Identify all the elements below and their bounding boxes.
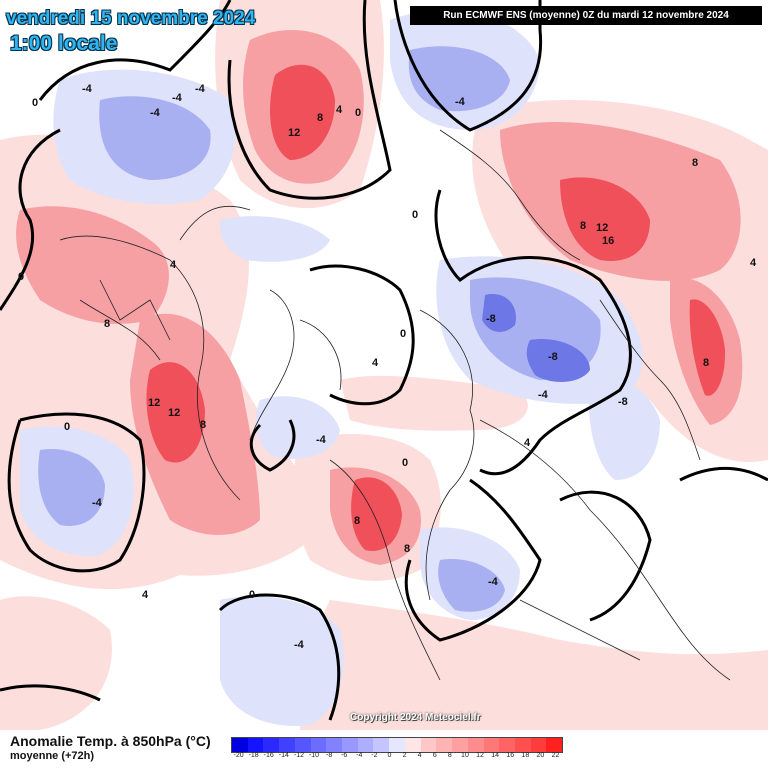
contour-label: -8	[486, 313, 496, 325]
color-scale-tick-label: 18	[521, 752, 530, 759]
contour-label: -4	[150, 107, 161, 119]
color-scale-tick-label: 10	[461, 752, 469, 759]
contour-label: 4	[170, 259, 177, 271]
color-scale-cell	[404, 738, 421, 752]
color-scale-cell	[483, 738, 500, 752]
contour-label: 8	[404, 543, 410, 555]
contour-label: -8	[618, 396, 628, 408]
color-scale-tick-label: 12	[476, 752, 484, 759]
contour-label: 12	[148, 397, 160, 409]
copyright-text: Copyright 2024 Meteociel.fr	[350, 712, 481, 723]
contour-label: 0	[355, 107, 361, 119]
color-scale-tick-label: -12	[293, 752, 304, 759]
contour-label: 8	[200, 419, 206, 431]
contour-label: 8	[580, 220, 586, 232]
color-scale-cell	[310, 738, 327, 752]
color-scale-cell	[373, 738, 390, 752]
color-scale-cell	[452, 738, 468, 752]
zero-contours	[0, 0, 768, 721]
contour-label: -4	[316, 434, 327, 446]
forecast-time-title: 1:00 locale	[10, 32, 118, 55]
contour-label: -4	[172, 92, 183, 104]
contour-labels: -4 -4 -4 -4 12 8 4 0 -4 0 12 16 8 8 8 4 …	[18, 83, 757, 651]
contour-label: 12	[596, 222, 608, 234]
color-scale-tick-label: -20	[233, 752, 244, 759]
contour-label: -4	[488, 576, 499, 588]
contour-label: 0	[18, 271, 24, 283]
color-scale-cell	[294, 738, 311, 752]
color-scale-tick-label: -8	[325, 752, 333, 759]
contour-label: 16	[602, 235, 614, 247]
contour-label: 8	[354, 515, 360, 527]
color-scale-tick-label: -16	[263, 752, 274, 759]
color-scale-tick-label: 20	[536, 752, 545, 759]
color-scale-cell	[279, 738, 295, 752]
color-scale-cell	[499, 738, 515, 752]
color-scale-cell	[467, 738, 484, 752]
map-canvas: -4 -4 -4 -4 12 8 4 0 -4 0 12 16 8 8 8 4 …	[0, 0, 768, 730]
contour-label: 0	[32, 97, 38, 109]
color-scale-tick-label: 14	[491, 752, 500, 759]
color-scale-tick-label: -14	[278, 752, 289, 759]
contour-label: -4	[455, 96, 466, 108]
legend-title: Anomalie Temp. à 850hPa (°C)	[10, 733, 211, 749]
color-scale-tick-label: -4	[356, 752, 363, 759]
forecast-date-title: vendredi 15 novembre 2024	[6, 8, 256, 29]
color-scale-cell	[389, 738, 405, 752]
color-scale-ticks: -20 -18 -16 -14 -12 -10 -8 -6 -4 -2 0 2 4 6 8 10 12 14 16 1…	[231, 752, 563, 764]
color-scale-cell	[436, 738, 453, 752]
color-scale-tick-label: 6	[432, 752, 437, 759]
color-scale-cell	[357, 738, 374, 752]
color-scale-cell	[530, 738, 547, 752]
color-scale-tick-label: -2	[371, 752, 378, 759]
legend-footer: Anomalie Temp. à 850hPa (°C) moyenne (+7…	[0, 730, 768, 768]
color-scale-tick-label: 0	[387, 752, 392, 759]
contour-label: 4	[336, 104, 343, 116]
contour-label: 4	[750, 257, 757, 269]
color-scale-cell	[514, 738, 531, 752]
color-scale-cell	[420, 738, 437, 752]
color-scale-cell	[247, 738, 264, 752]
contour-label: 0	[64, 421, 70, 433]
temperature-anomaly-map: -4 -4 -4 -4 12 8 4 0 -4 0 12 16 8 8 8 4 …	[0, 0, 768, 730]
contour-label: 0	[400, 328, 406, 340]
color-scale-tick-label: -10	[308, 752, 320, 759]
coastlines	[59, 129, 731, 681]
color-scale-cell	[342, 738, 358, 752]
contour-label: 4	[524, 437, 531, 449]
color-scale-tick-label: 2	[402, 752, 407, 759]
contour-label: -4	[195, 83, 206, 95]
contour-label: 0	[402, 457, 408, 469]
color-scale-cell	[326, 738, 343, 752]
color-scale-tick-label: 16	[506, 752, 515, 759]
contour-label: 8	[317, 112, 323, 124]
color-scale-cell	[232, 738, 248, 752]
contour-label: 4	[142, 589, 149, 601]
color-scale-bar	[231, 737, 563, 753]
color-scale-tick-label: -6	[341, 752, 348, 759]
contour-label: 8	[104, 318, 110, 330]
contour-label: -4	[92, 497, 103, 509]
color-scale-tick-label: 8	[447, 752, 452, 759]
contour-label: -4	[538, 389, 549, 401]
contour-label: 4	[372, 357, 379, 369]
contour-label: 12	[288, 127, 300, 139]
contour-label: 8	[703, 357, 709, 369]
contour-label: 0	[249, 589, 255, 601]
color-scale-cell	[263, 738, 280, 752]
color-scale-cell	[546, 738, 563, 752]
color-scale-tick-label: -18	[248, 752, 259, 759]
color-scale-tick-label: 22	[551, 752, 560, 759]
contour-label: -4	[294, 639, 305, 651]
contour-label: -8	[548, 351, 558, 363]
color-scale-tick-label: 4	[417, 752, 422, 759]
contour-label: 12	[168, 407, 180, 419]
contour-label: 0	[412, 209, 418, 221]
legend-subtitle: moyenne (+72h)	[10, 750, 95, 762]
contour-label: 8	[692, 157, 698, 169]
run-info-banner: Run ECMWF ENS (moyenne) 0Z du mardi 12 n…	[410, 6, 762, 25]
contour-label: -4	[82, 83, 93, 95]
